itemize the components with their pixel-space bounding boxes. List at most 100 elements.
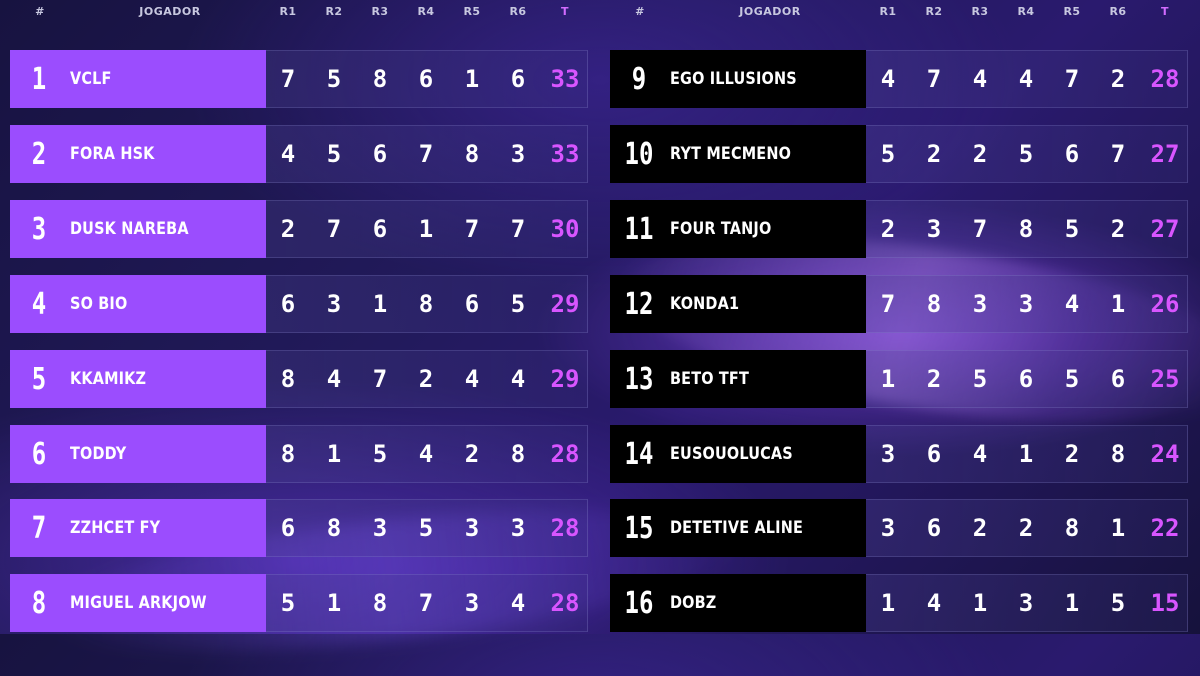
round-5-score: 3 xyxy=(464,514,480,542)
player-name: FORA HSK xyxy=(70,144,155,164)
scores-strip xyxy=(266,574,588,632)
round-4-score: 4 xyxy=(418,440,434,468)
player-name: MIGUEL ARKJOW xyxy=(70,593,207,613)
header-round-6: R6 xyxy=(509,5,527,18)
player-rank: 1 xyxy=(31,61,47,97)
player-name: ZZHCET FY xyxy=(70,518,161,538)
total-score: 29 xyxy=(550,365,580,393)
round-5-score: 3 xyxy=(464,589,480,617)
total-score: 33 xyxy=(550,65,580,93)
round-4-score: 4 xyxy=(1018,65,1034,93)
round-4-score: 6 xyxy=(418,65,434,93)
total-score: 27 xyxy=(1150,215,1180,243)
player-card: 2 FORA HSK xyxy=(10,125,266,183)
standings-row: 12 KONDA1 7 8 3 3 4 1 26 xyxy=(600,275,1200,333)
player-card: 13 BETO TFT xyxy=(610,350,866,408)
round-3-score: 4 xyxy=(972,440,988,468)
round-4-score: 8 xyxy=(1018,215,1034,243)
round-4-score: 7 xyxy=(418,140,434,168)
round-6-score: 3 xyxy=(510,514,526,542)
player-name: EUSOUOLUCAS xyxy=(670,444,793,464)
round-2-score: 6 xyxy=(926,514,942,542)
round-2-score: 7 xyxy=(926,65,942,93)
standings-row: 4 SO BIO 6 3 1 8 6 5 29 xyxy=(0,275,600,333)
player-card: 9 EGO ILLUSIONS xyxy=(610,50,866,108)
round-5-score: 4 xyxy=(464,365,480,393)
player-rank: 12 xyxy=(624,286,654,322)
round-3-score: 5 xyxy=(372,440,388,468)
player-rank: 3 xyxy=(31,211,47,247)
round-1-score: 7 xyxy=(280,65,296,93)
round-3-score: 1 xyxy=(972,589,988,617)
standings-row: 11 FOUR TANJO 2 3 7 8 5 2 27 xyxy=(600,200,1200,258)
standings-row: 2 FORA HSK 4 5 6 7 8 3 33 xyxy=(0,125,600,183)
round-5-score: 4 xyxy=(1064,290,1080,318)
player-rank: 14 xyxy=(624,436,654,472)
header-round-6: R6 xyxy=(1109,5,1127,18)
player-card: 6 TODDY xyxy=(10,425,266,483)
standings-row: 6 TODDY 8 1 5 4 2 8 28 xyxy=(0,425,600,483)
header-total: T xyxy=(560,5,569,18)
player-rank: 2 xyxy=(31,136,47,172)
round-2-score: 8 xyxy=(926,290,942,318)
round-1-score: 5 xyxy=(880,140,896,168)
round-4-score: 1 xyxy=(418,215,434,243)
round-3-score: 7 xyxy=(372,365,388,393)
player-card: 1 VCLF xyxy=(10,50,266,108)
player-rank: 9 xyxy=(631,61,647,97)
total-score: 22 xyxy=(1150,514,1180,542)
player-name: KONDA1 xyxy=(670,294,740,314)
player-name: EGO ILLUSIONS xyxy=(670,69,797,89)
round-5-score: 8 xyxy=(1064,514,1080,542)
round-3-score: 3 xyxy=(372,514,388,542)
header-rank: # xyxy=(35,5,45,18)
round-4-score: 6 xyxy=(1018,365,1034,393)
scores-strip xyxy=(266,200,588,258)
player-name: VCLF xyxy=(70,69,112,89)
standings-row: 8 MIGUEL ARKJOW 5 1 8 7 3 4 28 xyxy=(0,574,600,632)
player-card: 15 DETETIVE ALINE xyxy=(610,499,866,557)
round-5-score: 6 xyxy=(464,290,480,318)
player-name: DUSK NAREBA xyxy=(70,219,189,239)
total-score: 28 xyxy=(550,589,580,617)
scores-strip xyxy=(266,350,588,408)
player-rank: 7 xyxy=(31,510,47,546)
round-6-score: 6 xyxy=(1110,365,1126,393)
round-6-score: 4 xyxy=(510,365,526,393)
header-round-1: R1 xyxy=(279,5,297,18)
standings-left-panel: # JOGADOR R1 R2 R3 R4 R5 R6 T 1 VCLF 7 5 8 6 1 6 33 2 FORA … xyxy=(0,0,600,634)
player-rank: 13 xyxy=(624,361,654,397)
round-4-score: 1 xyxy=(1018,440,1034,468)
round-2-score: 4 xyxy=(326,365,342,393)
round-4-score: 2 xyxy=(418,365,434,393)
round-2-score: 3 xyxy=(326,290,342,318)
player-card: 12 KONDA1 xyxy=(610,275,866,333)
round-3-score: 2 xyxy=(972,140,988,168)
round-5-score: 1 xyxy=(464,65,480,93)
standings-row: 13 BETO TFT 1 2 5 6 5 6 25 xyxy=(600,350,1200,408)
round-6-score: 3 xyxy=(510,140,526,168)
round-2-score: 6 xyxy=(926,440,942,468)
round-1-score: 5 xyxy=(280,589,296,617)
round-6-score: 7 xyxy=(1110,140,1126,168)
header-round-2: R2 xyxy=(325,5,343,18)
scores-strip xyxy=(266,125,588,183)
standings-row: 9 EGO ILLUSIONS 4 7 4 4 7 2 28 xyxy=(600,50,1200,108)
player-rank: 11 xyxy=(624,211,654,247)
round-1-score: 3 xyxy=(880,514,896,542)
round-3-score: 6 xyxy=(372,140,388,168)
header-round-3: R3 xyxy=(371,5,389,18)
header-round-5: R5 xyxy=(1063,5,1081,18)
round-1-score: 2 xyxy=(880,215,896,243)
player-rank: 15 xyxy=(624,510,654,546)
header-player: JOGADOR xyxy=(739,5,801,18)
standings-row: 16 DOBZ 1 4 1 3 1 5 15 xyxy=(600,574,1200,632)
round-1-score: 7 xyxy=(880,290,896,318)
round-6-score: 8 xyxy=(510,440,526,468)
header-round-4: R4 xyxy=(1017,5,1035,18)
round-1-score: 6 xyxy=(280,514,296,542)
header-round-1: R1 xyxy=(879,5,897,18)
round-2-score: 4 xyxy=(926,589,942,617)
round-6-score: 5 xyxy=(1110,589,1126,617)
standings-row: 10 RYT MECMENO 5 2 2 5 6 7 27 xyxy=(600,125,1200,183)
